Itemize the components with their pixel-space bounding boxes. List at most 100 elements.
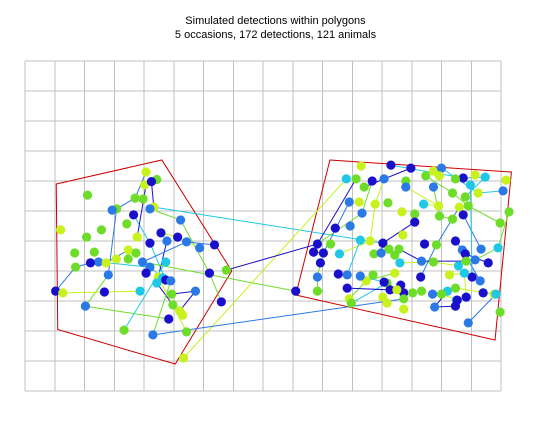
detection-point <box>344 197 354 207</box>
detection-point <box>145 238 155 248</box>
detection-link <box>152 298 404 336</box>
detection-link <box>462 214 482 250</box>
detection-point <box>359 182 369 192</box>
detection-point <box>138 194 148 204</box>
detection-point <box>216 297 226 307</box>
detection-point <box>427 289 438 299</box>
detection-point <box>103 270 113 280</box>
detection-point <box>58 288 68 298</box>
detection-point <box>81 232 92 242</box>
detection-point <box>491 289 501 299</box>
detection-point <box>450 283 461 293</box>
detection-point <box>385 285 395 295</box>
detection-point <box>428 182 439 192</box>
detection-point <box>397 207 407 217</box>
detection-point <box>419 239 430 249</box>
detection-point <box>390 250 400 260</box>
detection-point <box>436 163 447 173</box>
detection-link <box>351 282 388 304</box>
detection-point <box>458 210 468 220</box>
detection-point <box>421 171 431 181</box>
detection-point <box>408 288 418 298</box>
detection-point <box>119 325 129 335</box>
detection-point <box>386 160 396 170</box>
detection-point <box>325 239 336 249</box>
detection-point <box>342 270 352 280</box>
chart-subtitle: 5 occasions, 172 detections, 121 animals <box>174 29 377 41</box>
detection-point <box>204 268 215 278</box>
grid <box>24 60 502 392</box>
detection-point <box>131 248 141 258</box>
detection-point <box>82 190 93 200</box>
detection-point <box>370 199 380 209</box>
detection-point <box>475 276 485 286</box>
detection-point <box>416 272 426 282</box>
detection-point <box>70 248 80 258</box>
detection-point <box>101 258 111 268</box>
detection-point <box>369 249 379 259</box>
detection-point <box>190 286 201 296</box>
detection-point <box>93 257 104 267</box>
detection-point <box>459 268 470 278</box>
detection-point <box>346 298 356 308</box>
detection-point <box>493 243 503 253</box>
detection-point <box>504 207 514 217</box>
detection-point <box>368 270 378 280</box>
detection-point <box>168 300 178 310</box>
detection-point <box>308 247 319 257</box>
detection-point <box>430 302 440 312</box>
detection-point <box>478 288 488 298</box>
detection-point <box>401 182 411 192</box>
detection-point <box>209 240 220 250</box>
detection-point <box>334 249 345 259</box>
detection-link <box>425 175 501 224</box>
detection-point <box>454 202 464 212</box>
detection-point <box>460 192 470 202</box>
detection-point <box>379 277 389 287</box>
detection-link <box>153 206 383 244</box>
detection-point <box>175 215 186 225</box>
detection-point <box>384 244 394 254</box>
detection-point <box>460 249 470 259</box>
detection-point <box>70 262 81 272</box>
detection-point <box>433 201 444 211</box>
detection-point <box>178 310 188 320</box>
detection-point <box>111 254 121 264</box>
detection-point <box>465 180 475 190</box>
detection-point <box>450 236 461 246</box>
detection-point <box>483 258 493 268</box>
detection-point <box>178 353 189 363</box>
detection-point <box>123 254 133 264</box>
detection-point <box>330 223 340 233</box>
detection-point <box>148 330 158 340</box>
detection-point <box>161 257 171 267</box>
detection-point <box>107 205 117 215</box>
detection-point <box>392 285 402 295</box>
detection-point <box>463 201 473 211</box>
detection-point <box>89 247 99 257</box>
detection-point <box>291 286 301 296</box>
detection-point <box>495 307 505 317</box>
detection-point <box>436 289 447 299</box>
detection-point <box>453 261 464 271</box>
detection-point <box>447 188 458 198</box>
detection-point <box>467 272 477 282</box>
detection-point <box>122 219 132 229</box>
detection-point <box>399 304 409 314</box>
detection-point <box>383 198 393 208</box>
detection-point <box>450 174 461 184</box>
detection-point <box>480 172 490 182</box>
detection-point <box>80 301 90 311</box>
detection-point <box>342 283 352 293</box>
detection-point <box>356 161 366 171</box>
detection-point <box>333 269 343 279</box>
polygon-boundary <box>295 159 512 341</box>
detection-point <box>461 256 471 266</box>
detection-point <box>357 208 367 218</box>
detection-point <box>410 217 420 227</box>
detection-point <box>461 292 471 302</box>
detection-point <box>434 211 445 221</box>
detection-point <box>444 270 455 280</box>
detection-link <box>455 287 495 295</box>
